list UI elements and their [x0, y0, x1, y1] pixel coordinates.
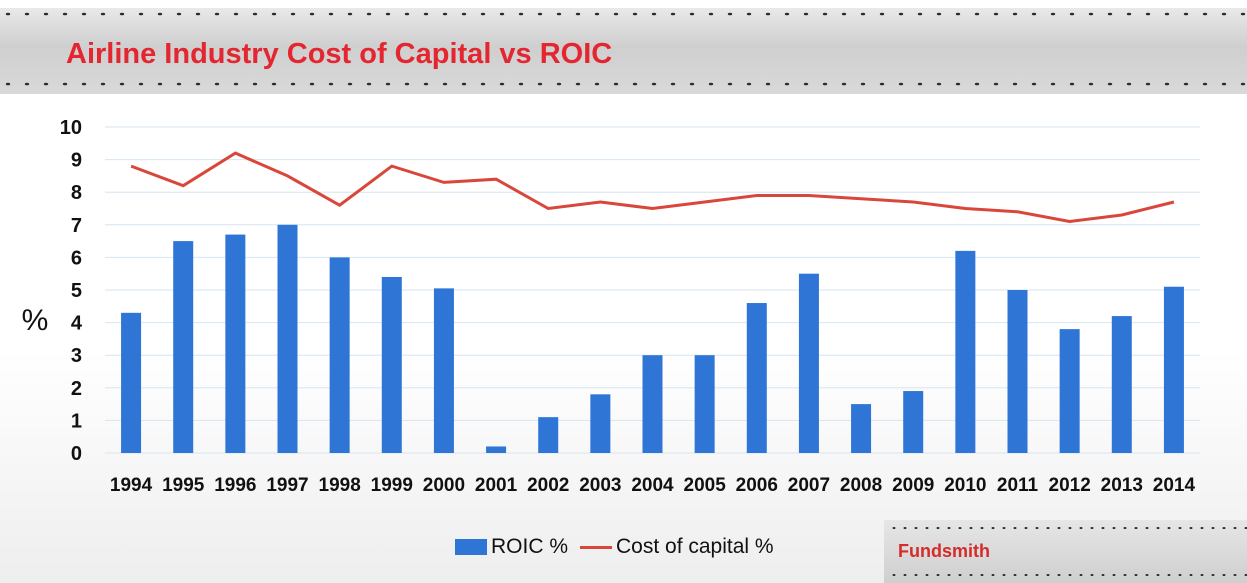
x-tick-label: 2014: [1153, 475, 1196, 496]
roic-bar: [903, 391, 924, 453]
brand-rivets: [892, 527, 1247, 576]
x-tick-label: 2006: [736, 475, 778, 496]
x-tick-label: 2011: [997, 475, 1039, 496]
chart-title: Airline Industry Cost of Capital vs ROIC: [66, 38, 613, 70]
roic-bar: [851, 404, 872, 453]
x-tick-label: 2000: [423, 475, 465, 496]
y-tick-label: 7: [71, 215, 82, 237]
x-tick-label: 2012: [1049, 475, 1091, 496]
legend-label-roic: ROIC %: [491, 535, 569, 558]
roic-bar: [746, 303, 767, 453]
roic-bar: [1111, 316, 1132, 453]
roic-bar: [277, 224, 298, 453]
cost-of-capital-line: [130, 151, 1175, 224]
legend-label-cost: Cost of capital %: [616, 535, 774, 558]
y-tick-label: 10: [60, 117, 82, 139]
roic-bar: [329, 257, 350, 453]
x-tick-label: 2009: [892, 475, 934, 496]
roic-bar: [381, 276, 402, 453]
roic-bar: [538, 417, 559, 453]
roic-bar: [1007, 290, 1028, 453]
title-banner: Airline Industry Cost of Capital vs ROIC: [0, 8, 1247, 94]
x-tick-label: 2004: [631, 475, 674, 496]
y-tick-label: 3: [71, 345, 82, 367]
x-tick-label: 2005: [684, 475, 727, 496]
x-tick-label: 2002: [527, 475, 569, 496]
chart-plot: 0 1 2 3 4 5 6 7 8 9 10 % 1994 1995 1996 1997 1998 1999 2…: [22, 117, 1200, 496]
x-tick-label: 2001: [475, 475, 518, 496]
roic-bar: [225, 234, 246, 453]
banner-rivets: [5, 12, 1246, 86]
x-tick-label: 2007: [788, 475, 830, 496]
x-tick-label: 1996: [214, 475, 256, 496]
x-tick-label: 1995: [162, 475, 205, 496]
legend-swatch-roic: [455, 539, 487, 555]
x-tick-label: 2013: [1101, 475, 1143, 496]
y-tick-label: 1: [71, 410, 82, 432]
legend-item-roic: ROIC %: [455, 535, 568, 559]
x-tick-label: 2003: [579, 475, 621, 496]
y-tick-label: 0: [71, 443, 82, 465]
roic-bar: [590, 394, 611, 453]
y-tick-label: 5: [71, 280, 82, 302]
x-tick-label: 1998: [319, 475, 361, 496]
roic-bar: [173, 241, 194, 453]
y-tick-label: 4: [71, 313, 83, 335]
roic-bar: [486, 446, 507, 453]
x-tick-label: 2008: [840, 475, 882, 496]
roic-bar: [955, 250, 976, 453]
y-tick-label: 2: [71, 378, 82, 400]
legend-swatch-cost: [580, 545, 613, 549]
legend: ROIC % Cost of capital %: [455, 533, 774, 561]
brand-logo: Fundsmith: [898, 541, 990, 561]
roic-bar: [1163, 286, 1184, 453]
x-tick-label: 1994: [110, 475, 153, 496]
y-tick-label: 6: [71, 247, 82, 269]
x-tick-label: 2010: [944, 475, 986, 496]
x-tick-label: 1997: [266, 475, 308, 496]
y-tick-label: 9: [71, 150, 82, 172]
roic-bar: [694, 355, 715, 453]
roic-bar: [121, 312, 142, 453]
roic-bar: [642, 355, 663, 453]
y-axis-label: %: [22, 304, 49, 337]
x-tick-label: 1999: [371, 475, 413, 496]
legend-item-cost: Cost of capital %: [580, 535, 774, 559]
roic-bar: [798, 273, 819, 453]
brand-box: Fundsmith: [884, 520, 1247, 583]
roic-bar: [1059, 329, 1080, 453]
roic-bar: [433, 288, 454, 453]
y-tick-label: 8: [71, 182, 82, 204]
